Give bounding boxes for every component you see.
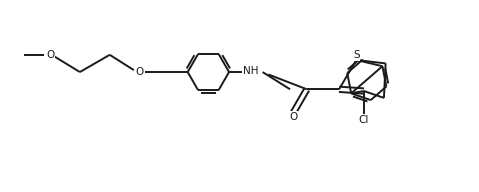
- Text: O: O: [136, 67, 144, 77]
- Text: NH: NH: [243, 66, 259, 76]
- Text: Cl: Cl: [359, 115, 369, 125]
- Text: O: O: [46, 50, 54, 60]
- Text: S: S: [353, 50, 360, 60]
- Text: O: O: [289, 112, 297, 122]
